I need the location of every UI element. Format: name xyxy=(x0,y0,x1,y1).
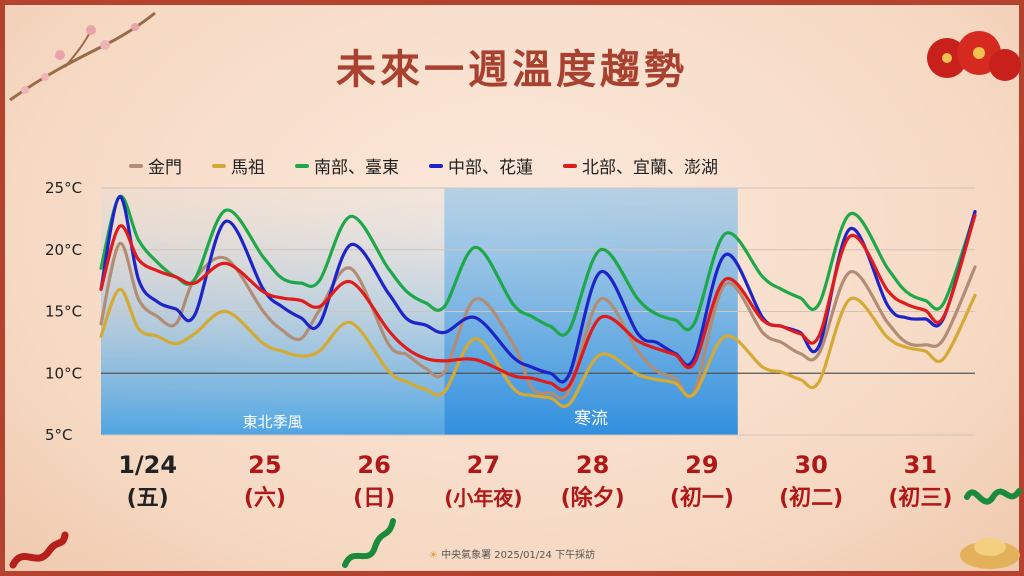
x-day-label: (初一) xyxy=(670,485,734,511)
gold-ingot-icon xyxy=(960,538,1020,569)
legend-swatch xyxy=(429,163,443,168)
sun-icon: ☀ xyxy=(428,550,438,561)
legend-item-south-taitung: 南部、臺東 xyxy=(295,153,399,178)
x-date-label: 25 xyxy=(248,451,281,479)
y-tick-label: 5°C xyxy=(45,426,73,444)
legend-swatch xyxy=(563,163,577,168)
x-day-label: (日) xyxy=(353,486,395,511)
region-label: 東北季風 xyxy=(243,413,303,431)
red-flower-icon xyxy=(927,31,1021,81)
green-snake-icon xyxy=(964,488,1022,505)
x-date-label: 31 xyxy=(904,451,937,479)
series-line xyxy=(99,287,977,408)
x-date-label: 28 xyxy=(576,451,609,479)
x-date-label: 30 xyxy=(794,451,827,479)
y-tick-label: 15°C xyxy=(45,303,82,321)
x-date-label: 29 xyxy=(685,451,718,479)
x-day-label: (小年夜) xyxy=(444,486,522,510)
region-label: 寒流 xyxy=(574,409,608,429)
x-day-label: (除夕) xyxy=(561,485,625,511)
x-date-label: 1/24 xyxy=(118,451,177,479)
x-day-label: (五) xyxy=(127,486,169,511)
footer-credit: ☀ 中央氣象署 2025/01/24 下午採訪 xyxy=(5,546,1019,561)
legend-swatch xyxy=(129,163,143,168)
series-line xyxy=(99,241,977,400)
legend-label: 馬祖 xyxy=(231,158,265,178)
red-dragon-icon xyxy=(9,531,69,569)
legend-label: 中部、花蓮 xyxy=(448,158,533,178)
x-date-label: 26 xyxy=(357,451,390,479)
legend-item-kinmen: 金門 xyxy=(129,153,182,178)
x-day-label: (初三) xyxy=(888,485,952,511)
green-snake-icon xyxy=(342,518,396,568)
series-line xyxy=(99,194,977,337)
x-day-label: (初二) xyxy=(779,485,843,511)
footer-text: 中央氣象署 2025/01/24 下午採訪 xyxy=(441,550,596,561)
y-tick-label: 20°C xyxy=(45,241,82,259)
y-tick-label: 10°C xyxy=(45,364,82,382)
chart-title: 未來一週溫度趨勢 xyxy=(336,47,688,93)
legend-swatch xyxy=(295,163,309,168)
legend-label: 北部、宜蘭、澎湖 xyxy=(582,158,718,178)
series-line xyxy=(99,213,977,392)
legend-item-matsu: 馬祖 xyxy=(212,153,265,178)
y-tick-label: 25°C xyxy=(45,179,82,197)
temperature-line-chart: 東北季風 寒流 25°C 20°C 15°C 10°C 5°C 1/24 (五) 25 (六) 26 (… xyxy=(45,179,977,511)
legend-item-central-hualien: 中部、花蓮 xyxy=(429,153,533,178)
legend-swatch xyxy=(212,163,226,168)
legend-label: 金門 xyxy=(148,158,182,178)
legend-item-north-yilan-penghu: 北部、宜蘭、澎湖 xyxy=(563,153,718,178)
chart-legend: 金門 馬祖 南部、臺東 中部、花蓮 北部、宜蘭、澎湖 xyxy=(129,153,718,178)
plum-blossom-branch-icon xyxy=(9,11,156,102)
x-day-label: (六) xyxy=(244,486,286,511)
legend-label: 南部、臺東 xyxy=(314,158,399,178)
x-date-label: 27 xyxy=(467,451,500,479)
